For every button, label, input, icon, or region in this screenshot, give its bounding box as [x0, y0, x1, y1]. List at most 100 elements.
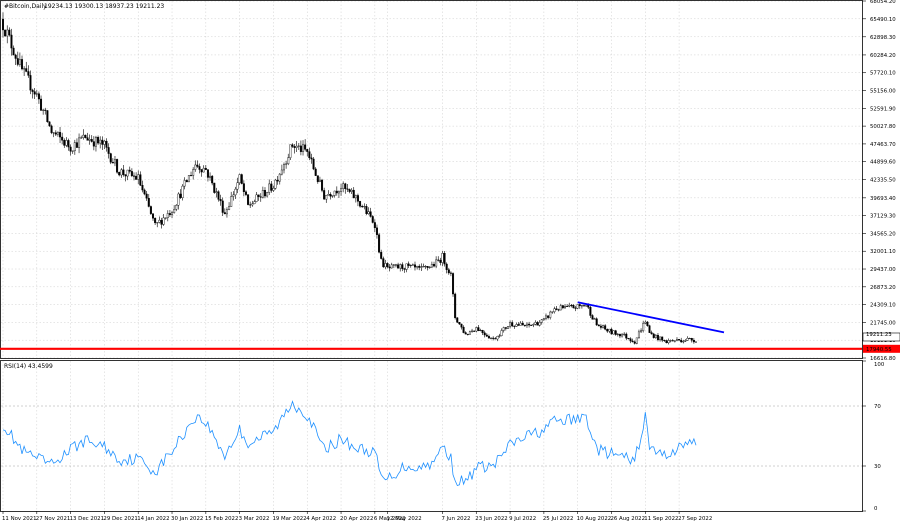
- candle-body: [678, 339, 681, 341]
- price-tick-label: 34565.20: [870, 231, 896, 237]
- candle: [367, 207, 370, 215]
- candle: [523, 324, 526, 327]
- candle-body: [219, 199, 222, 202]
- candle: [221, 197, 224, 217]
- candle-body: [297, 145, 300, 147]
- candle: [466, 333, 469, 336]
- candle: [177, 192, 180, 210]
- candle: [44, 107, 47, 115]
- candle-body: [185, 180, 188, 183]
- candle-body: [551, 311, 554, 313]
- candle-body: [599, 325, 602, 328]
- candle: [255, 192, 258, 203]
- rsi-axis: 100 70 30 0: [862, 360, 885, 512]
- candle-body: [329, 194, 332, 197]
- time-tick-label: 20 Apr 2022: [340, 516, 373, 522]
- candle-body: [506, 326, 509, 329]
- candle: [12, 45, 15, 56]
- candle: [555, 306, 558, 311]
- candle: [10, 28, 13, 56]
- candle-body: [67, 140, 70, 148]
- candle: [8, 27, 11, 37]
- candle: [29, 70, 32, 95]
- candle: [219, 194, 222, 206]
- candle: [378, 232, 381, 254]
- candle-body: [318, 179, 321, 182]
- candle: [158, 216, 161, 224]
- candle: [80, 135, 83, 139]
- candle: [120, 168, 123, 178]
- candle-body: [511, 322, 514, 327]
- candle-body: [487, 336, 490, 339]
- candle: [166, 210, 169, 222]
- candle: [445, 262, 448, 274]
- candle-body: [525, 323, 528, 326]
- candle-body: [276, 179, 279, 182]
- candle: [652, 332, 655, 339]
- candle-body: [540, 319, 543, 323]
- candle: [576, 304, 579, 309]
- candle-body: [4, 29, 7, 37]
- price-tick-label: 16616.80: [870, 356, 896, 362]
- candle-body: [386, 263, 389, 268]
- price-axis[interactable]: 68054.20 65490.10 62898.30 60284.20 57720.10…: [862, 0, 896, 362]
- candle: [179, 189, 182, 200]
- time-tick-label: 27 Sep 2022: [678, 516, 712, 522]
- candle-body: [283, 164, 286, 171]
- candle-body: [538, 322, 541, 326]
- candle-body: [468, 331, 471, 335]
- price-tick-label: 29437.00: [870, 267, 896, 273]
- candle-body: [291, 144, 294, 147]
- candle: [401, 262, 404, 272]
- candle: [111, 158, 114, 164]
- candle: [59, 126, 62, 143]
- candle-body: [29, 75, 32, 91]
- candle: [506, 326, 509, 329]
- candle-body: [132, 175, 135, 177]
- candle-body: [621, 334, 624, 337]
- candle: [525, 322, 528, 328]
- candle: [547, 314, 550, 320]
- candle-body: [263, 190, 266, 197]
- candle-body: [403, 268, 406, 270]
- candle-body: [485, 334, 488, 337]
- candle: [238, 173, 241, 186]
- candle-body: [686, 338, 689, 341]
- time-tick-label: 15 Feb 2022: [205, 516, 239, 522]
- candle: [105, 138, 108, 152]
- candle: [433, 261, 436, 268]
- candle-body: [141, 185, 144, 191]
- candle-body: [433, 263, 436, 267]
- candle-body: [542, 318, 545, 320]
- candle: [280, 164, 283, 176]
- candle: [616, 333, 619, 337]
- candle-body: [247, 194, 250, 205]
- time-axis[interactable]: 11 Nov 2021 27 Nov 2021 13 Dec 2021 29 Dec …: [2, 511, 712, 522]
- candle-body: [59, 132, 62, 138]
- candle: [612, 330, 615, 335]
- candle-body: [88, 139, 91, 141]
- candle: [589, 305, 592, 318]
- candle: [661, 336, 664, 343]
- candle: [405, 263, 408, 273]
- candle-body: [519, 322, 522, 326]
- candle-body: [350, 189, 353, 192]
- candle-body: [568, 304, 571, 307]
- candle-body: [418, 265, 421, 268]
- time-tick-label: 29 Dec 2021: [103, 516, 137, 522]
- candle-body: [173, 209, 176, 213]
- candle-body: [244, 191, 247, 195]
- candle-body: [644, 321, 647, 324]
- candle-body: [162, 217, 165, 225]
- candle: [663, 339, 666, 342]
- price-tick-label: 57720.10: [870, 71, 896, 77]
- candle: [591, 314, 594, 320]
- descending-trend-line[interactable]: [577, 301, 725, 334]
- candle-body: [242, 183, 245, 193]
- candle: [160, 217, 163, 229]
- candle-body: [268, 183, 271, 193]
- candle: [289, 144, 292, 161]
- candle: [627, 337, 630, 340]
- candle-body: [139, 174, 142, 186]
- candle: [684, 339, 687, 342]
